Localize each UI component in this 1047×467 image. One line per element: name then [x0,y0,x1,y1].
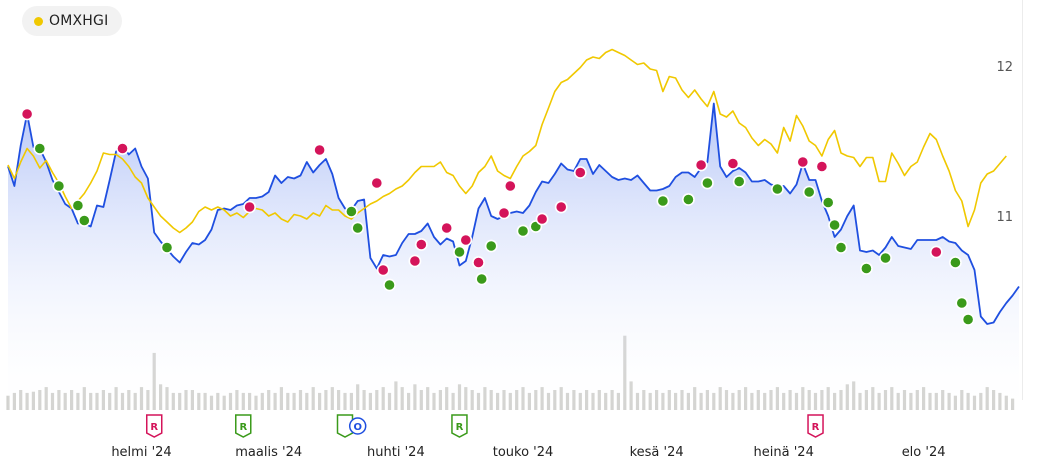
sell-signal-dot[interactable] [376,263,390,277]
marker-letter: R [456,422,464,433]
marker-flag-shape [235,414,252,438]
buy-signal-dot[interactable] [656,194,670,208]
buy-signal-dot[interactable] [961,313,975,326]
legend-label: OMXHGI [49,13,109,29]
sell-signal-dot[interactable] [573,166,587,179]
buy-signal-dot[interactable] [453,245,466,259]
buy-signal-dot[interactable] [77,214,91,227]
sell-signal-dot[interactable] [370,176,384,190]
y-tick-label: 12 [996,60,1013,75]
marker-letter: R [150,422,158,433]
buy-signal-dot[interactable] [834,241,848,254]
price-line[interactable] [7,102,1020,325]
x-tick-label: helmi '24 [111,445,171,460]
marker-letter: R [239,422,247,433]
x-tick-label: heinä '24 [754,445,814,460]
buy-signal-dot[interactable] [344,205,358,218]
sell-signal-dot[interactable] [497,206,511,220]
buy-signal-dot[interactable] [516,224,530,238]
buy-signal-dot[interactable] [160,241,174,254]
series-area [8,103,1019,410]
buy-signal-dot[interactable] [860,262,873,275]
sell-signal-dot[interactable] [554,200,568,214]
series-lines [7,48,1020,325]
x-tick-label: touko '24 [493,445,554,460]
marker-flag-shape [145,414,163,438]
buy-signal-dot[interactable] [682,193,695,206]
marker-letter: R [812,422,820,433]
y-tick-label: 11 [996,210,1013,225]
legend-dot-icon [34,16,43,26]
buy-signal-dot[interactable] [828,218,841,232]
sell-signal-dot[interactable] [726,157,740,170]
x-tick-label: huhti '24 [367,445,425,460]
event-marker-flag[interactable] [336,414,354,438]
sell-signal-dot[interactable] [243,200,256,214]
sell-signal-dot[interactable] [116,142,129,155]
sell-signal-dot[interactable] [20,107,34,121]
buy-signal-dot[interactable] [52,179,66,193]
marker-flag-shape [336,414,354,438]
sell-signal-dot[interactable] [313,143,326,157]
buy-signal-dot[interactable] [383,278,396,292]
marker-letter: O [353,422,362,433]
event-marker-flag[interactable]: R [235,414,252,438]
area-fill [8,103,1019,410]
buy-signal-dot[interactable] [351,221,365,235]
event-marker-flag[interactable]: R [145,414,163,438]
buy-signal-dot[interactable] [484,239,498,253]
buy-signal-dot[interactable] [33,142,47,155]
buy-signal-dot[interactable] [802,185,816,199]
buy-signal-dot[interactable] [71,199,85,212]
sell-signal-dot[interactable] [535,212,549,226]
y-axis: 11 12 [996,60,1013,225]
legend-pill[interactable]: OMXHGI [22,6,123,36]
plot-right-edge [1022,0,1023,400]
signal-dots [20,107,975,326]
buy-signal-dot[interactable] [701,176,714,190]
sell-signal-dot[interactable] [815,160,829,173]
marker-flag-shape [451,414,468,438]
marker-circle-shape [348,417,367,435]
buy-signal-dot[interactable] [771,182,784,196]
sell-signal-dot[interactable] [459,233,473,247]
buy-signal-dot[interactable] [955,296,969,310]
event-marker-flag[interactable]: R [807,414,824,438]
sell-signal-dot[interactable] [408,254,422,268]
buy-signal-dot[interactable] [732,175,746,188]
buy-signal-dot[interactable] [949,256,962,269]
event-marker-circle[interactable]: O [348,417,367,435]
sell-signal-dot[interactable] [414,238,428,251]
x-tick-label: kesä '24 [630,445,684,460]
sell-signal-dot[interactable] [694,158,708,172]
sell-signal-dot[interactable] [929,245,943,259]
x-tick-label: elo '24 [902,445,946,460]
sell-signal-dot[interactable] [503,179,517,193]
x-axis: helmi '24 maalis '24 huhti '24 touko '24 kes… [111,445,945,460]
event-marker-flag[interactable]: R [451,414,468,438]
sell-signal-dot[interactable] [796,155,810,169]
marker-flag-shape [807,414,824,438]
buy-signal-dot[interactable] [475,272,489,286]
index-line-omxhgi[interactable] [7,48,1007,234]
sell-signal-dot[interactable] [472,256,485,269]
buy-signal-dot[interactable] [879,251,892,265]
x-tick-label: maalis '24 [235,445,302,460]
buy-signal-dot[interactable] [821,196,835,209]
sell-signal-dot[interactable] [440,221,454,235]
